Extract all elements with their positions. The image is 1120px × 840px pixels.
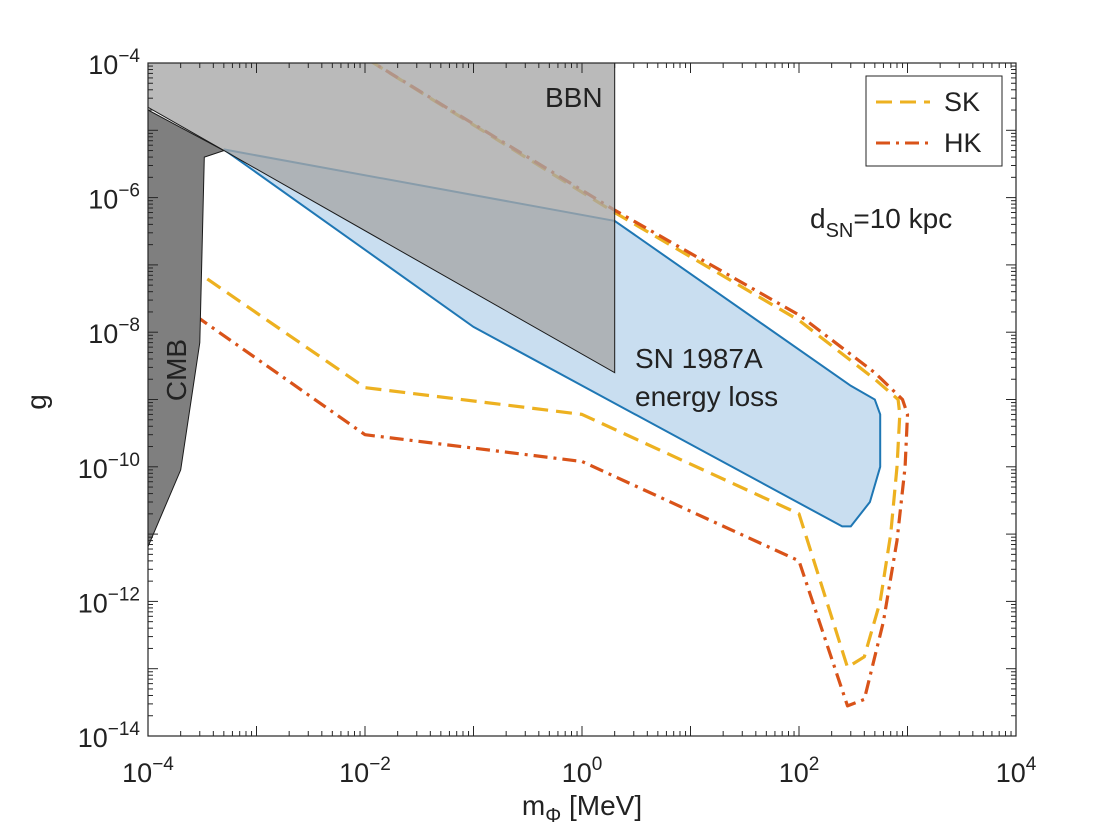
y-tick-label-exp: −14 [108,719,141,740]
y-tick-label-exp: −12 [108,584,140,605]
sn-label-line2: energy loss [635,381,778,412]
x-tick-label: 10−2 [339,754,391,788]
x-tick-label-base: 10 [562,758,592,788]
x-tick-label: 104 [996,754,1037,788]
x-tick-label-base: 10 [996,758,1026,788]
y-tick-label: 10−8 [88,315,140,349]
regions [148,63,882,547]
x-tick-label-exp: 4 [1026,754,1037,775]
sn-label-line1: SN 1987A [635,343,763,374]
series-line-sk [148,63,902,669]
x-tick-label: 100 [562,754,603,788]
y-tick-label: 10−6 [88,181,140,215]
x-axis-label-unit: [MeV] [561,790,642,821]
x-tick-label-exp: 2 [809,754,820,775]
x-tick-label-exp: 0 [592,754,603,775]
y-tick-label: 10−14 [78,719,141,753]
distance-main: d [810,203,826,234]
x-tick-label-base: 10 [779,758,809,788]
x-tick-label: 10−4 [122,754,174,788]
y-tick-label-exp: −4 [118,46,140,67]
legend-label-sk: SK [944,87,980,117]
x-tick-label-base: 10 [122,758,152,788]
region-cmb [148,109,226,547]
distance-rest: =10 kpc [853,203,952,234]
legend-label-hk: HK [944,128,982,158]
y-tick-label-base: 10 [88,185,118,215]
x-axis-label: mΦ [MeV] [522,790,642,827]
legend: SK HK [865,75,1003,167]
y-tick-label-base: 10 [78,588,108,618]
y-tick-label: 10−10 [78,450,140,484]
bbn-label: BBN [545,82,603,113]
y-tick-label-exp: −10 [108,450,140,471]
y-tick-label-exp: −8 [118,315,140,336]
region-bbn [148,63,616,374]
y-tick-label: 10−4 [88,46,140,80]
x-tick-label-base: 10 [339,758,369,788]
x-axis-label-sub: Φ [545,805,561,827]
legend-box [865,75,1003,167]
x-tick-label: 102 [779,754,820,788]
x-axis-label-main: m [522,790,545,821]
series-line-hk [148,63,910,708]
x-tick-label-exp: −2 [369,754,391,775]
series-lines [148,63,910,708]
distance-sub: SN [826,220,854,242]
x-tick-labels: 10−4 10−2 100 102 104 [122,754,1037,788]
axis-ticks [147,62,1017,737]
y-tick-label-base: 10 [78,454,108,484]
y-tick-label: 10−12 [78,584,140,618]
x-tick-label-exp: −4 [152,754,174,775]
y-tick-label-exp: −6 [118,181,140,202]
y-tick-label-base: 10 [78,723,108,753]
y-tick-label-base: 10 [88,319,118,349]
cmb-label: CMB [161,339,192,401]
y-tick-label-base: 10 [88,50,118,80]
distance-annotation: dSN=10 kpc [810,203,952,242]
y-axis-label: g [21,394,52,410]
